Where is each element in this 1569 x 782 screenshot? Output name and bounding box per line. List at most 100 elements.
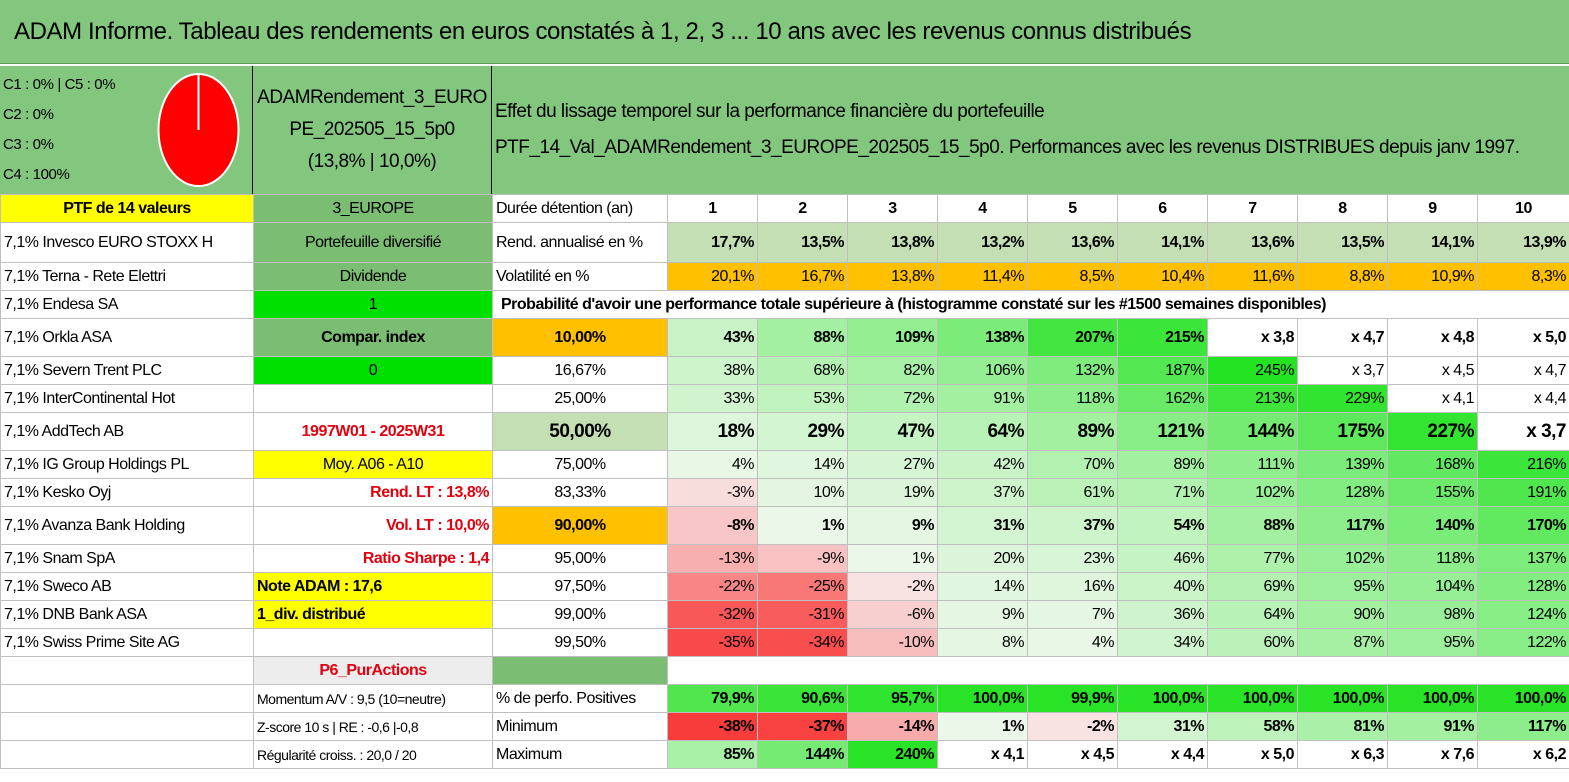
- probability-value: x 3,8: [1207, 318, 1298, 357]
- stat-value: 58%: [1207, 712, 1298, 741]
- volatility-value: 13,8%: [847, 262, 938, 291]
- empty-cell: [0, 712, 254, 741]
- stat-value: x 6,3: [1297, 740, 1388, 769]
- allocation-pie: [157, 73, 240, 187]
- probability-value: 106%: [937, 356, 1028, 385]
- probability-threshold: 97,50%: [492, 572, 668, 601]
- holding-name: 7,1% AddTech AB: [0, 412, 254, 451]
- probability-value: 91%: [937, 384, 1028, 413]
- probability-value: 98%: [1387, 600, 1478, 629]
- year-header: 3: [847, 194, 938, 223]
- info-label: Portefeuille diversifié: [253, 222, 493, 263]
- stat-label: Maximum: [492, 740, 668, 769]
- probability-value: 124%: [1477, 600, 1569, 629]
- probability-value: -31%: [757, 600, 848, 629]
- probability-value: x 5,0: [1477, 318, 1569, 357]
- probability-threshold: 10,00%: [492, 318, 668, 357]
- stat-value: 100,0%: [1207, 684, 1298, 713]
- probability-value: 61%: [1027, 478, 1118, 507]
- probability-value: -34%: [757, 628, 848, 657]
- holding-name: 7,1% Kesko Oyj: [0, 478, 254, 507]
- holding-name: 7,1% Avanza Bank Holding: [0, 506, 254, 545]
- description-line: PTF_14_Val_ADAMRendement_3_EUROPE_202505…: [495, 137, 1520, 158]
- probability-title: Probabilité d'avoir une performance tota…: [492, 290, 1569, 319]
- empty-cell: [0, 740, 254, 769]
- probability-value: 245%: [1207, 356, 1298, 385]
- stat-left-label: Momentum A/V : 9,5 (10=neutre): [253, 684, 493, 713]
- probability-value: 102%: [1297, 544, 1388, 573]
- probability-value: x 4,5: [1387, 356, 1478, 385]
- stat-label: % de perfo. Positives: [492, 684, 668, 713]
- probability-value: 227%: [1387, 412, 1478, 451]
- info-label: Rend. LT : 13,8%: [253, 478, 493, 507]
- probability-value: 43%: [667, 318, 758, 357]
- stat-value: 100,0%: [1477, 684, 1569, 713]
- probability-value: 16%: [1027, 572, 1118, 601]
- holding-name: 7,1% IG Group Holdings PL: [0, 450, 254, 479]
- probability-value: 216%: [1477, 450, 1569, 479]
- probability-value: 207%: [1027, 318, 1118, 357]
- probability-value: 139%: [1297, 450, 1388, 479]
- stat-value: 144%: [757, 740, 848, 769]
- portfolio-name-line: (13,8% | 10,0%): [307, 151, 437, 172]
- probability-value: 31%: [937, 506, 1028, 545]
- portfolio-name-line: ADAMRendement_3_EURO: [257, 87, 487, 108]
- stats-row: Momentum A/V : 9,5 (10=neutre)% de perfo…: [0, 684, 1569, 713]
- info-label: Note ADAM : 17,6: [253, 572, 493, 601]
- probability-value: 64%: [1207, 600, 1298, 629]
- info-label: Ratio Sharpe : 1,4: [253, 544, 493, 573]
- probability-value: 90%: [1297, 600, 1388, 629]
- stat-value: 100,0%: [1117, 684, 1208, 713]
- probability-value: 18%: [667, 412, 758, 451]
- probability-value: 9%: [847, 506, 938, 545]
- probability-row: 7,1% Snam SpA Ratio Sharpe : 1,4 95,00% -13…: [0, 544, 1569, 573]
- annual-return-label: Rend. annualisé en %: [492, 222, 668, 263]
- stat-value: 240%: [847, 740, 938, 769]
- stats-row: Régularité croiss. : 20,0 / 20 Maximum 85%…: [0, 740, 1569, 769]
- info-label: 1: [253, 290, 493, 319]
- stat-value: 79,9%: [667, 684, 758, 713]
- probability-value: 118%: [1387, 544, 1478, 573]
- empty-cell: [0, 684, 254, 713]
- probability-value: x 3,7: [1297, 356, 1388, 385]
- probability-value: x 4,8: [1387, 318, 1478, 357]
- probability-value: 187%: [1117, 356, 1208, 385]
- year-header: 9: [1387, 194, 1478, 223]
- stats-row: Z-score 10 s | RE : -0,6 |-0,8 Minimum -38…: [0, 712, 1569, 741]
- probability-value: 8%: [937, 628, 1028, 657]
- probability-value: 213%: [1207, 384, 1298, 413]
- portfolio-count-label: PTF de 14 valeurs: [0, 194, 254, 223]
- stat-value: -14%: [847, 712, 938, 741]
- portfolio-description: Effet du lissage temporel sur la perform…: [492, 66, 1569, 194]
- stat-value: 95,7%: [847, 684, 938, 713]
- probability-value: 111%: [1207, 450, 1298, 479]
- probability-value: 88%: [757, 318, 848, 357]
- probability-threshold: 99,00%: [492, 600, 668, 629]
- stat-value: 1%: [937, 712, 1028, 741]
- probability-row: 7,1% Orkla ASA Compar. index 10,00% 43% 88% 1…: [0, 318, 1569, 357]
- annual-return-value: 13,8%: [847, 222, 938, 263]
- probability-row: 7,1% Sweco AB Note ADAM : 17,6 97,50% -22% -…: [0, 572, 1569, 601]
- probability-value: 9%: [937, 600, 1028, 629]
- region-label: 3_EUROPE: [253, 194, 493, 223]
- stat-value: 91%: [1387, 712, 1478, 741]
- probability-value: 23%: [1027, 544, 1118, 573]
- probability-threshold: 75,00%: [492, 450, 668, 479]
- probability-value: -10%: [847, 628, 938, 657]
- probability-value: -32%: [667, 600, 758, 629]
- holding-name: 7,1% DNB Bank ASA: [0, 600, 254, 629]
- probability-value: 117%: [1297, 506, 1388, 545]
- probability-value: -22%: [667, 572, 758, 601]
- probability-value: 14%: [937, 572, 1028, 601]
- holding-name: 7,1% Swiss Prime Site AG: [0, 628, 254, 657]
- probability-value: 10%: [757, 478, 848, 507]
- probability-value: -8%: [667, 506, 758, 545]
- empty-cell: [492, 656, 668, 685]
- probability-value: 191%: [1477, 478, 1569, 507]
- probability-value: 137%: [1477, 544, 1569, 573]
- holding-period-label: Durée détention (an): [492, 194, 668, 223]
- probability-row: 7,1% AddTech AB 1997W01 - 2025W31 50,00% 18…: [0, 412, 1569, 451]
- annual-return-value: 14,1%: [1387, 222, 1478, 263]
- probability-row: 7,1% Swiss Prime Site AG 99,50% -35% -34% -1…: [0, 628, 1569, 657]
- probability-value: 46%: [1117, 544, 1208, 573]
